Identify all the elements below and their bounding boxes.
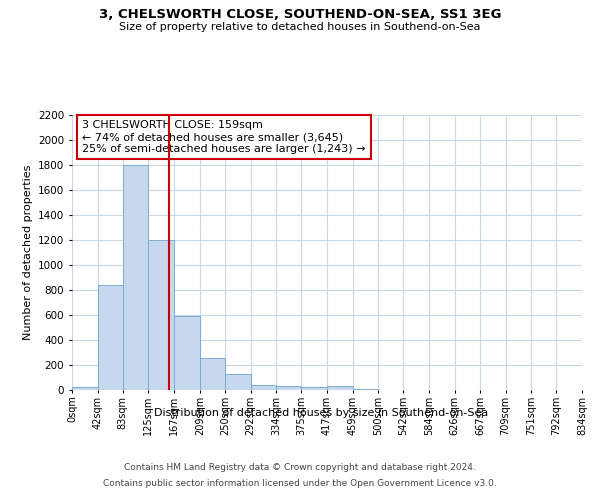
Bar [72, 387, 98, 390]
Bar [225, 374, 251, 390]
Bar [301, 387, 327, 390]
Bar [200, 358, 225, 390]
Bar [276, 386, 301, 390]
Text: 3 CHELSWORTH CLOSE: 159sqm
← 74% of detached houses are smaller (3,645)
25% of s: 3 CHELSWORTH CLOSE: 159sqm ← 74% of deta… [82, 120, 366, 154]
Text: Distribution of detached houses by size in Southend-on-Sea: Distribution of detached houses by size … [154, 408, 488, 418]
Bar [98, 285, 123, 390]
Text: Contains HM Land Registry data © Crown copyright and database right 2024.: Contains HM Land Registry data © Crown c… [124, 464, 476, 472]
Text: 3, CHELSWORTH CLOSE, SOUTHEND-ON-SEA, SS1 3EG: 3, CHELSWORTH CLOSE, SOUTHEND-ON-SEA, SS… [99, 8, 501, 20]
Y-axis label: Number of detached properties: Number of detached properties [23, 165, 32, 340]
Bar [148, 240, 174, 390]
Bar [251, 385, 276, 390]
Bar [123, 165, 148, 390]
Text: Size of property relative to detached houses in Southend-on-Sea: Size of property relative to detached ho… [119, 22, 481, 32]
Bar [174, 316, 200, 390]
Text: Contains public sector information licensed under the Open Government Licence v3: Contains public sector information licen… [103, 478, 497, 488]
Bar [327, 386, 353, 390]
